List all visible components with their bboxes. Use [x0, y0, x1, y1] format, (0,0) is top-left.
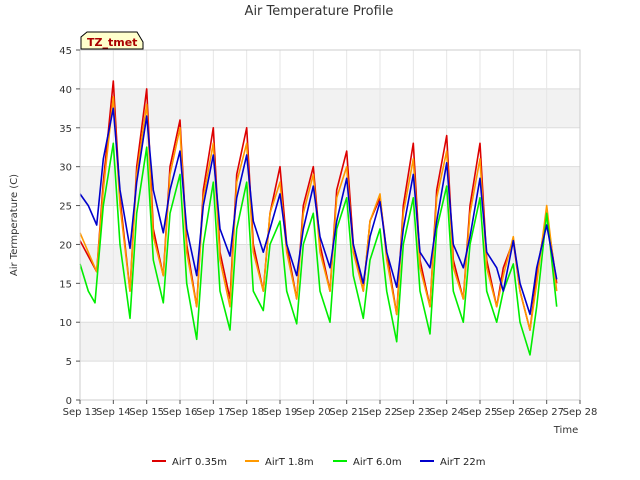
- x-tick-label: Sep 25: [463, 407, 498, 418]
- plot-band: [80, 88, 580, 128]
- legend: AirT 0.35m AirT 1.8m AirT 6.0m AirT 22m: [152, 457, 485, 468]
- series-lines: [79, 80, 558, 356]
- series-line-airt-6-0m: [79, 142, 558, 356]
- y-tick-label: 45: [59, 46, 72, 57]
- x-tick-label: Sep 28: [563, 407, 598, 418]
- x-tick-label: Sep 16: [163, 407, 198, 418]
- chart-title: Air Temperature Profile: [245, 4, 394, 19]
- legend-label: AirT 0.35m: [172, 457, 227, 468]
- plot-area: [80, 50, 580, 400]
- x-tick-label: Sep 14: [96, 407, 131, 418]
- series-badge: TZ_tmet: [80, 31, 144, 50]
- y-tick-label: 30: [59, 163, 72, 174]
- plot-frame: [79, 49, 581, 401]
- badge-label: TZ_tmet: [87, 36, 137, 49]
- y-tick-label: 0: [66, 396, 72, 407]
- x-tick-label: Sep 13: [63, 407, 98, 418]
- y-tick-label: 5: [66, 357, 72, 368]
- badge-box: [80, 31, 144, 50]
- x-tick-label: Sep 23: [396, 407, 431, 418]
- x-axis-title: Time: [553, 425, 578, 436]
- series-line-airt-22m: [79, 107, 558, 316]
- x-tick-label: Sep 21: [329, 407, 364, 418]
- plot-band: [80, 322, 580, 362]
- y-axis-title: Air Termperature (C): [9, 174, 20, 276]
- x-tick-label: Sep 20: [296, 407, 331, 418]
- y-tick-label: 15: [59, 279, 72, 290]
- x-tick-label: Sep 17: [196, 407, 231, 418]
- x-tick-label: Sep 19: [263, 407, 298, 418]
- y-tick-label: 25: [59, 202, 72, 213]
- y-tick-label: 20: [59, 240, 72, 251]
- legend-label: AirT 22m: [440, 457, 485, 468]
- x-tick-label: Sep 22: [363, 407, 398, 418]
- legend-label: AirT 1.8m: [265, 457, 314, 468]
- x-tick-label: Sep 26: [496, 407, 531, 418]
- x-tick-label: Sep 24: [429, 407, 464, 418]
- y-tick-label: 40: [59, 85, 72, 96]
- x-tick-label: Sep 27: [529, 407, 564, 418]
- y-tick-label: 35: [59, 124, 72, 135]
- x-tick-label: Sep 15: [129, 407, 164, 418]
- plot-band: [80, 166, 580, 206]
- x-tick-label: Sep 18: [229, 407, 264, 418]
- y-tick-label: 10: [59, 318, 72, 329]
- legend-label: AirT 6.0m: [353, 457, 402, 468]
